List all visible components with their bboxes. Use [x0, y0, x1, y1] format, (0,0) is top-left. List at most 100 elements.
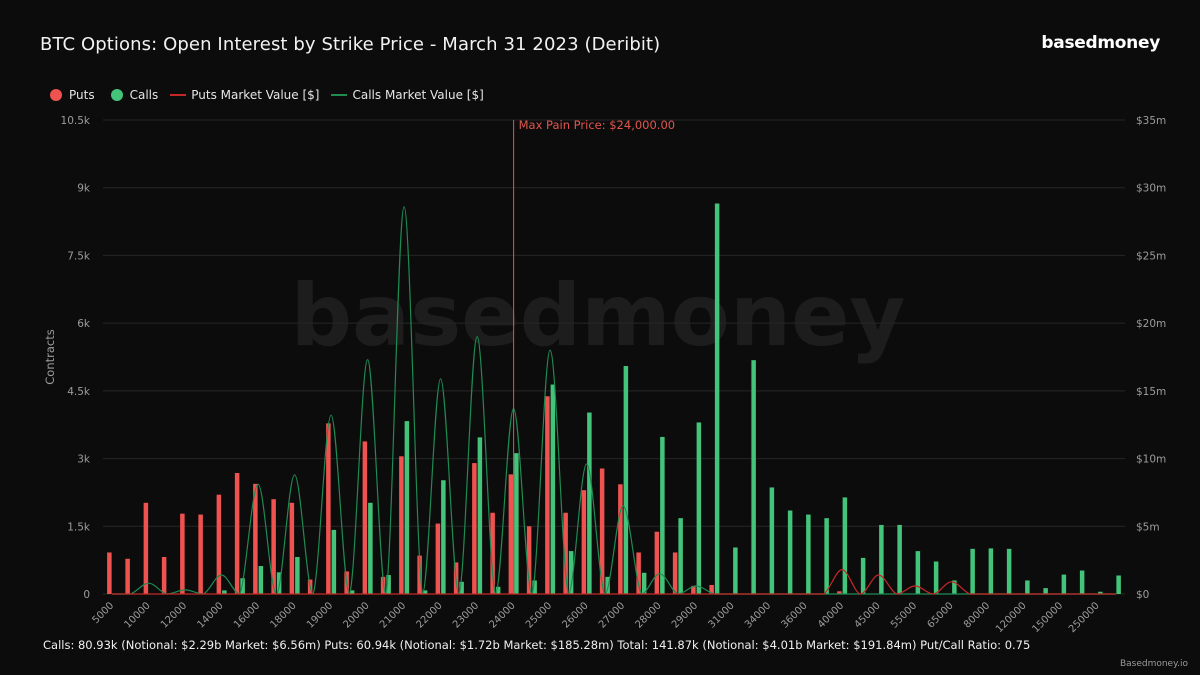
chart-title: BTC Options: Open Interest by Strike Pri… [40, 34, 661, 55]
x-tick-label: 18000 [268, 600, 298, 630]
put-bar [143, 502, 149, 594]
call-bar [495, 586, 501, 594]
call-bar [258, 566, 264, 594]
call-bar [660, 436, 665, 594]
put-bar [435, 523, 441, 594]
max-pain-label: Max Pain Price: $24,000.00 [519, 118, 675, 132]
x-tick-label: 26000 [560, 600, 590, 630]
credit-text: Basedmoney.io [1119, 659, 1188, 669]
call-bar [988, 548, 994, 594]
put-bar [161, 556, 167, 594]
call-bar [368, 502, 373, 594]
x-tick-label: 12000 [159, 600, 189, 630]
x-tick-label: 16000 [232, 600, 262, 630]
call-bar [1043, 588, 1048, 594]
y2-tick-label: $20m [1136, 318, 1166, 330]
legend-label-puts-market-value: Puts Market Value [$] [191, 88, 320, 102]
call-bar [605, 576, 610, 594]
legend-item-puts[interactable]: Puts [50, 88, 95, 102]
y-tick-label: 1.5k [67, 521, 91, 533]
legend-item-calls[interactable]: Calls [110, 88, 159, 102]
y2-tick-label: $25m [1136, 250, 1166, 262]
call-bar [441, 480, 446, 594]
put-bar [636, 552, 641, 594]
y-tick-label: 10.5k [61, 115, 91, 127]
call-bar [240, 578, 245, 594]
put-bar [380, 576, 386, 594]
call-bar [1098, 591, 1103, 594]
y-tick-label: 6k [77, 318, 91, 330]
x-tick-label: 31000 [706, 600, 736, 630]
put-bar [180, 513, 185, 594]
x-tick-label: 40000 [816, 600, 846, 630]
x-tick-label: 28000 [633, 600, 663, 630]
puts-market-value-line [112, 568, 1116, 595]
put-bar [563, 512, 568, 594]
call-bar [842, 497, 848, 594]
put-bar [490, 512, 495, 594]
y-tick-label: 4.5k [67, 386, 91, 398]
legend-label-calls-market-value: Calls Market Value [$] [352, 88, 484, 102]
call-bar [696, 422, 702, 594]
put-bar [618, 484, 623, 594]
legend-item-calls-market-value[interactable]: Calls Market Value [$] [331, 88, 484, 102]
legend-item-puts-market-value[interactable]: Puts Market Value [$] [170, 88, 320, 102]
legend-label-calls: Calls [129, 88, 159, 102]
summary-footer: Calls: 80.93k (Notional: $2.29b Market: … [43, 638, 1031, 652]
put-bar [198, 514, 203, 594]
calls-line-icon [331, 94, 348, 96]
x-tick-label: 29000 [670, 600, 700, 630]
legend: Puts Calls Puts Market Value [$] Calls M… [50, 86, 500, 104]
call-bar [587, 412, 592, 594]
call-bar [386, 575, 391, 594]
x-tick-label: 10000 [122, 600, 152, 630]
call-bar [824, 518, 829, 594]
call-bar [514, 453, 519, 594]
put-bar [125, 558, 130, 594]
put-bar [253, 483, 258, 594]
call-bar [714, 203, 720, 594]
legend-label-puts: Puts [69, 88, 95, 102]
x-tick-label: 20000 [341, 600, 371, 630]
call-bar [550, 384, 556, 594]
call-bar [897, 524, 902, 594]
x-tick-label: 65000 [925, 600, 955, 630]
put-bar [581, 490, 587, 594]
call-bar [477, 437, 483, 594]
watermark-text: basedmoney [291, 266, 906, 366]
call-bar [806, 514, 811, 594]
call-bar [751, 360, 756, 594]
put-bar [472, 463, 477, 594]
x-tick-label: 34000 [743, 600, 773, 630]
x-tick-label: 19000 [305, 600, 335, 630]
call-bar [1116, 575, 1121, 594]
call-bar [678, 518, 683, 594]
x-tick-label: 21000 [378, 600, 408, 630]
y-axis-label: Contracts [43, 329, 57, 384]
call-bar [915, 551, 921, 594]
call-bar [568, 551, 574, 594]
puts-dot-icon [50, 89, 62, 101]
y2-tick-label: $35m [1136, 115, 1166, 127]
call-bar [879, 524, 884, 594]
call-bar [769, 487, 775, 594]
call-bar [1006, 548, 1012, 594]
y2-tick-label: $15m [1136, 386, 1166, 398]
x-tick-label: 25000 [524, 600, 554, 630]
x-tick-label: 14000 [195, 600, 225, 630]
put-bar [672, 552, 678, 594]
brand-logo: basedmoney [1041, 33, 1160, 53]
put-bar [417, 555, 422, 594]
y-tick-label: 7.5k [67, 250, 91, 262]
x-tick-label: 120000 [994, 600, 1029, 635]
call-bar [641, 572, 647, 594]
x-tick-label: 5000 [90, 600, 116, 626]
x-tick-label: 36000 [779, 600, 809, 630]
call-bar [787, 510, 793, 594]
call-bar [295, 556, 300, 594]
y2-tick-label: $5m [1136, 521, 1160, 533]
call-bar [532, 580, 537, 594]
x-tick-label: 45000 [852, 600, 882, 630]
call-bar [331, 529, 337, 594]
